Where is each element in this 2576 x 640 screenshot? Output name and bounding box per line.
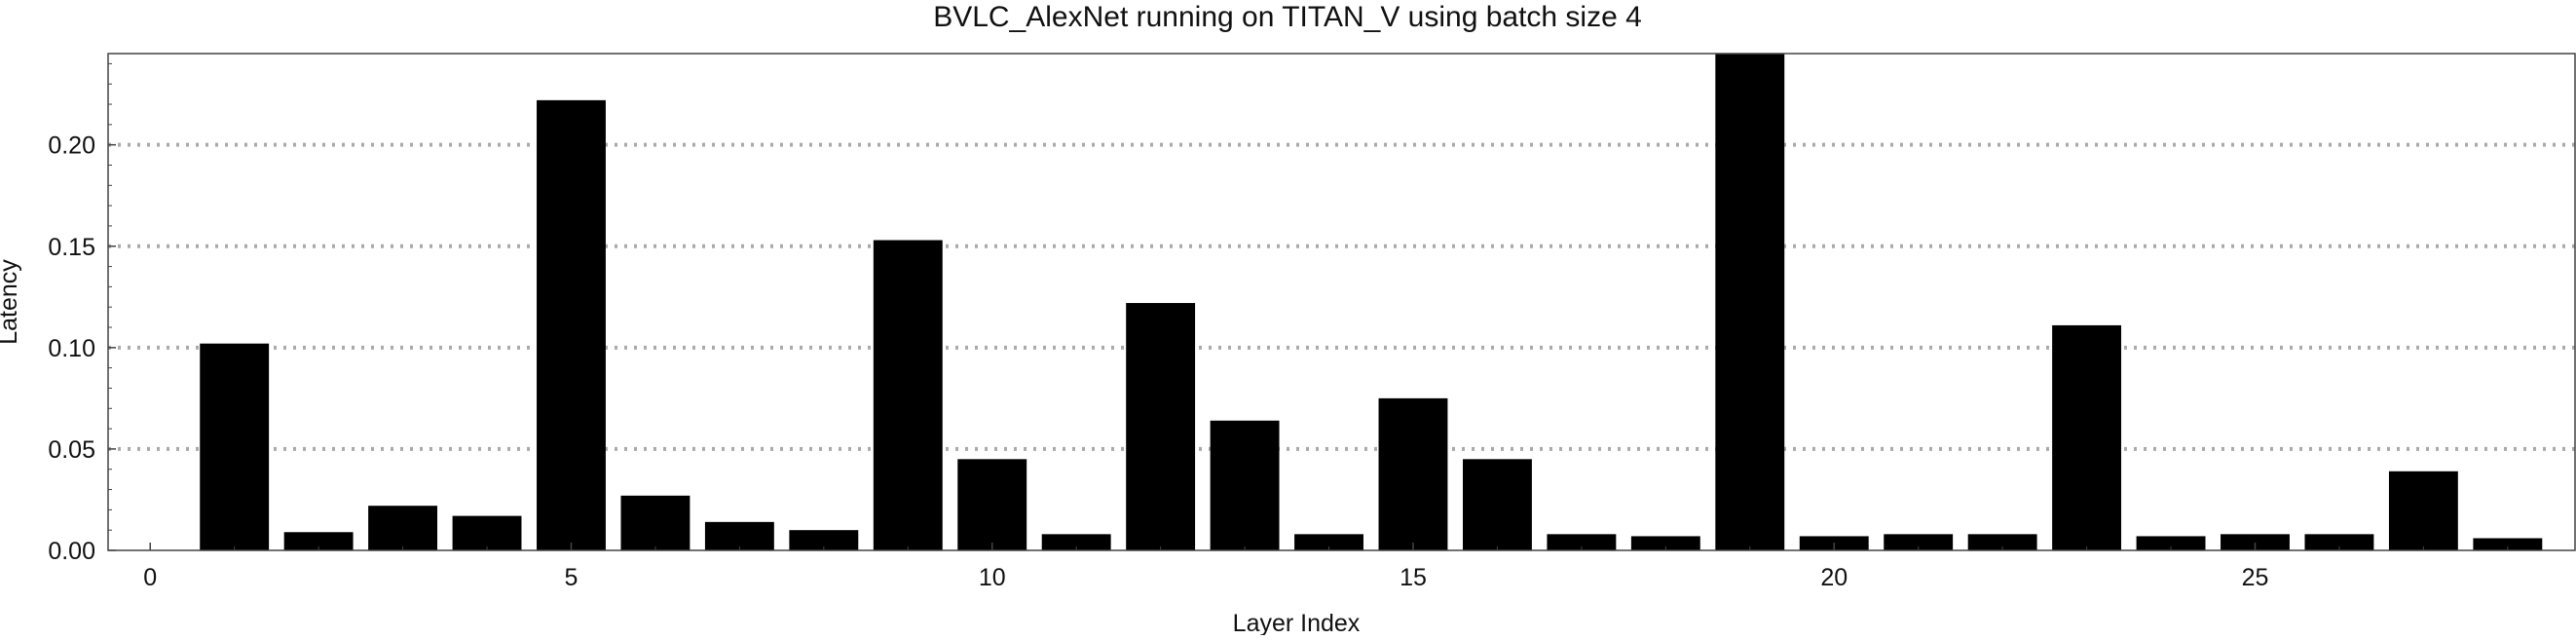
- bar-layer-22: [1967, 534, 2037, 550]
- y-tick-label: 0.20: [48, 132, 95, 160]
- x-tick-label: 20: [1820, 564, 1848, 591]
- bar-layer-21: [1884, 534, 1954, 550]
- x-tick-label: 0: [143, 564, 157, 591]
- y-tick-label: 0.00: [48, 538, 95, 565]
- tick-labels: 0.00 0.05 0.10 0.15 0.20 0 5 10 15 20 25: [48, 132, 2268, 591]
- bar-layer-10: [957, 459, 1027, 550]
- bar-layer-17: [1547, 534, 1617, 550]
- y-tick-label: 0.10: [48, 335, 95, 362]
- bars: [200, 54, 2543, 551]
- bar-layer-13: [1210, 420, 1280, 550]
- bar-layer-6: [620, 495, 691, 550]
- gridlines: [108, 142, 2575, 451]
- y-tick-label: 0.05: [48, 436, 95, 464]
- bar-layer-1: [200, 343, 270, 550]
- bar-layer-27: [2388, 471, 2458, 550]
- bar-layer-8: [789, 530, 859, 550]
- bar-layer-11: [1041, 534, 1111, 550]
- bar-layer-26: [2304, 534, 2374, 550]
- bar-layer-14: [1294, 534, 1363, 550]
- y-tick-label: 0.15: [48, 234, 95, 261]
- bar-layer-9: [873, 240, 943, 551]
- bar-layer-12: [1126, 303, 1196, 550]
- x-tick-label: 5: [565, 564, 579, 591]
- bar-layer-2: [283, 532, 354, 550]
- y-axis-label: Latency: [0, 259, 22, 345]
- bar-layer-16: [1462, 459, 1532, 550]
- bar-layer-28: [2473, 538, 2543, 550]
- bar-layer-24: [2136, 536, 2206, 550]
- x-tick-label: 15: [1400, 564, 1427, 591]
- plot-frame: [107, 53, 2576, 551]
- axis-ticks: [108, 62, 2509, 551]
- bar-layer-18: [1630, 536, 1700, 550]
- x-axis-label: Layer Index: [1233, 610, 1361, 635]
- bar-layer-7: [704, 521, 774, 550]
- chart-title: BVLC_AlexNet running on TITAN_V using ba…: [933, 1, 1642, 33]
- bar-layer-19: [1715, 54, 1785, 550]
- bar-layer-3: [368, 506, 438, 550]
- x-tick-label: 10: [979, 564, 1006, 591]
- bar-layer-4: [452, 515, 522, 550]
- bar-layer-5: [537, 99, 606, 550]
- bar-layer-25: [2221, 534, 2290, 550]
- bar-layer-23: [2052, 324, 2122, 550]
- bar-layer-15: [1378, 397, 1448, 550]
- x-tick-label: 25: [2242, 564, 2269, 591]
